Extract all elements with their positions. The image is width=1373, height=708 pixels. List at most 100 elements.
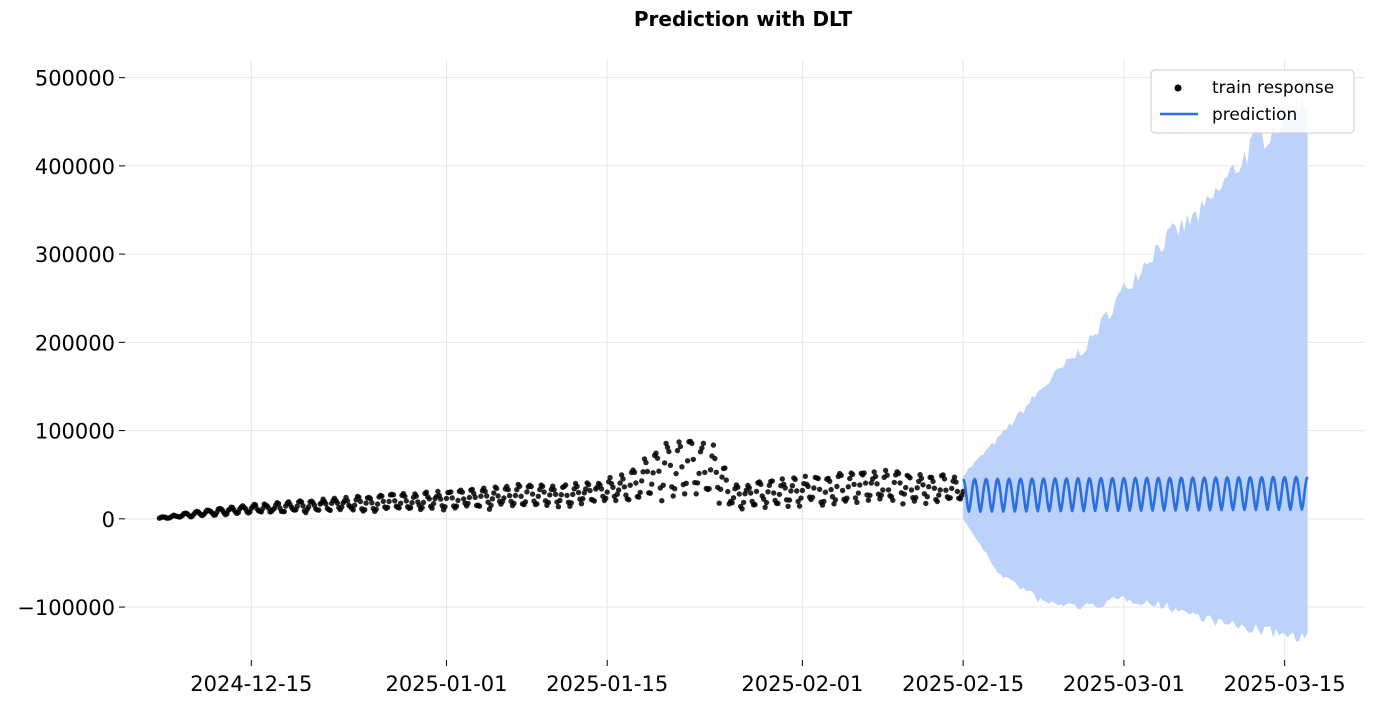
- train-point-432: [776, 491, 783, 498]
- train-point-143: [362, 507, 368, 513]
- train-point-384: [707, 467, 714, 473]
- train-point-492: [862, 480, 869, 486]
- train-point-406: [739, 506, 745, 512]
- train-point-479: [844, 495, 850, 501]
- prediction-line-group: [961, 475, 1309, 514]
- train-point-475: [838, 472, 844, 479]
- train-point-440: [788, 488, 794, 494]
- train-point-247: [511, 500, 517, 507]
- train-point-536: [926, 484, 932, 490]
- train-point-168: [397, 500, 404, 506]
- train-point-459: [815, 475, 821, 482]
- train-point-292: [575, 489, 582, 496]
- train-point-291: [574, 483, 580, 490]
- train-point-400: [730, 495, 737, 501]
- train-point-476: [839, 487, 846, 494]
- train-point-335: [637, 489, 643, 496]
- train-point-83: [275, 501, 282, 507]
- train-point-484: [851, 481, 857, 488]
- train-point-311: [603, 495, 609, 501]
- train-point-403: [735, 484, 741, 490]
- train-point-139: [356, 494, 362, 500]
- train-point-324: [621, 484, 628, 490]
- train-point-427: [769, 478, 775, 484]
- train-point-203: [448, 489, 454, 495]
- train-point-320: [616, 487, 622, 493]
- x-axis: 2024-12-15 2025-01-01 2025-01-15 2025-02-01…: [190, 660, 1346, 696]
- train-point-364: [679, 464, 685, 470]
- train-point-167: [396, 505, 402, 511]
- train-point-327: [626, 497, 632, 503]
- train-point-337: [640, 469, 646, 475]
- train-point-460: [816, 486, 823, 492]
- train-point-287: [568, 500, 574, 506]
- train-point-183: [419, 504, 425, 511]
- train-point-259: [528, 483, 534, 490]
- train-point-144: [363, 500, 369, 506]
- train-point-486: [854, 499, 860, 505]
- train-point-348: [656, 468, 662, 474]
- train-point-200: [443, 495, 450, 502]
- train-point-236: [495, 493, 501, 499]
- train-point-127: [339, 504, 345, 510]
- train-point-498: [871, 469, 877, 475]
- train-points: [156, 438, 966, 521]
- train-point-323: [620, 476, 626, 482]
- train-point-208: [455, 497, 461, 504]
- train-point-124: [334, 500, 341, 506]
- x-tick-label-6: 2025-03-15: [1224, 672, 1346, 696]
- train-point-471: [832, 497, 839, 503]
- train-point-232: [489, 496, 496, 502]
- train-point-264: [535, 493, 541, 499]
- train-point-483: [849, 471, 856, 478]
- train-point-367: [683, 480, 689, 486]
- train-point-494: [865, 497, 872, 503]
- train-point-233: [491, 490, 497, 496]
- train-point-452: [805, 483, 811, 490]
- train-point-294: [578, 501, 585, 507]
- train-point-378: [699, 445, 705, 451]
- chart-title: Prediction with DLT: [634, 7, 853, 31]
- train-point-275: [551, 487, 557, 493]
- train-point-422: [762, 504, 768, 510]
- train-point-300: [587, 487, 593, 494]
- train-point-148: [369, 500, 375, 506]
- train-point-280: [558, 492, 564, 498]
- y-axis: −100000 0 100000 200000 300000 400000 500000: [17, 67, 125, 620]
- train-point-506: [882, 467, 889, 474]
- train-point-434: [779, 476, 785, 482]
- train-point-375: [694, 480, 701, 486]
- train-point-176: [409, 500, 415, 506]
- train-point-240: [501, 495, 507, 501]
- x-tick-label-3: 2025-02-01: [741, 672, 863, 696]
- train-point-283: [562, 482, 569, 488]
- train-point-534: [923, 500, 929, 507]
- train-point-361: [674, 447, 681, 454]
- train-point-388: [713, 469, 719, 475]
- train-point-347: [654, 455, 661, 461]
- x-tick-label-1: 2025-01-01: [385, 672, 507, 696]
- train-point-284: [564, 492, 570, 499]
- train-point-163: [390, 492, 397, 498]
- train-point-255: [522, 499, 529, 505]
- train-point-543: [936, 492, 942, 498]
- train-point-520: [903, 484, 909, 491]
- train-point-491: [861, 470, 867, 476]
- train-point-235: [494, 485, 500, 492]
- train-point-152: [374, 501, 381, 507]
- train-point-299: [585, 482, 592, 488]
- train-point-156: [380, 498, 386, 504]
- y-tick-label-3: 200000: [35, 331, 115, 355]
- train-point-288: [570, 491, 576, 498]
- train-point-446: [796, 503, 803, 509]
- train-point-271: [545, 499, 552, 506]
- train-point-179: [413, 493, 419, 499]
- train-point-419: [758, 481, 764, 487]
- train-point-151: [373, 506, 379, 512]
- train-point-503: [878, 492, 884, 498]
- train-point-464: [822, 489, 829, 495]
- train-point-496: [868, 480, 874, 486]
- train-point-512: [891, 479, 897, 486]
- train-point-404: [736, 491, 742, 497]
